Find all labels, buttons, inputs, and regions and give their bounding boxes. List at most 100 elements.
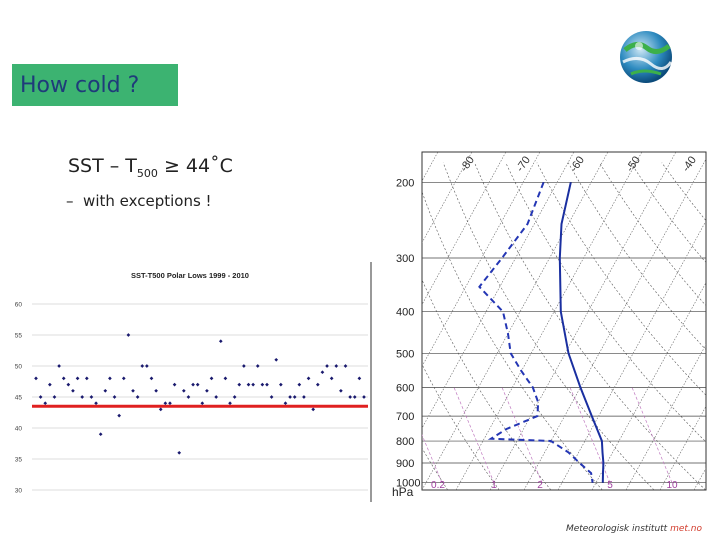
pressure-label: 700 xyxy=(396,411,414,423)
data-point xyxy=(61,376,66,381)
data-point xyxy=(195,382,200,387)
met-logo-icon xyxy=(620,31,673,83)
data-point xyxy=(158,407,163,412)
scatter-y-ticks: 30 35 40 45 50 55 60 xyxy=(15,302,23,495)
data-point xyxy=(172,382,177,387)
temperature-profile xyxy=(558,182,605,483)
dewpoint-profile xyxy=(478,181,594,483)
tephigram-pressure-unit: hPa xyxy=(392,485,414,499)
isotherm-label: -60 xyxy=(568,154,587,174)
mixing-ratio-line xyxy=(422,434,443,483)
mixing-ratio-label: 2 xyxy=(537,480,543,491)
bullet-sub: – with exceptions ! xyxy=(66,192,212,210)
data-point xyxy=(306,376,311,381)
data-point xyxy=(269,395,274,399)
data-point xyxy=(117,413,121,418)
isotherm-line xyxy=(557,220,706,490)
mixing-ratio-label: 1 xyxy=(491,480,497,491)
tephigram-isobars: 200 300 400 500 600 700 800 900 1000 xyxy=(396,177,706,490)
data-point xyxy=(279,382,283,387)
dry-adiabat-line xyxy=(505,162,706,443)
bullet-sub-text: with exceptions ! xyxy=(83,192,212,210)
data-point xyxy=(181,388,186,393)
data-point xyxy=(320,370,325,375)
pressure-label: 900 xyxy=(396,458,414,470)
data-point xyxy=(232,395,237,399)
data-point xyxy=(168,401,172,406)
isotherm-label: -80 xyxy=(458,154,477,174)
isotherm-label: -70 xyxy=(514,154,533,174)
data-point xyxy=(126,333,131,337)
scatter-chart-title: SST-T500 Polar Lows 1999 - 2010 xyxy=(131,271,249,280)
bullet-main-suffix: ≥ 44˚C xyxy=(157,155,233,177)
data-point xyxy=(121,376,126,381)
mixing-ratio-label: 10 xyxy=(666,480,678,491)
bullet-dash: – xyxy=(66,192,74,210)
data-point xyxy=(84,376,89,381)
data-point xyxy=(94,401,98,406)
scatter-points xyxy=(34,333,366,455)
y-tick-label: 40 xyxy=(15,426,23,433)
dry-adiabat-line xyxy=(422,447,448,490)
data-point xyxy=(131,388,135,393)
mixing-ratio-label: 0.2 xyxy=(431,480,445,491)
tephigram-adiabats xyxy=(388,162,706,490)
pressure-label: 300 xyxy=(396,253,414,265)
isotherm-label: -40 xyxy=(680,154,699,174)
footer-brand: met.no xyxy=(670,524,702,534)
isotherm-line xyxy=(422,152,609,490)
y-tick-label: 30 xyxy=(15,488,23,495)
pressure-label: 800 xyxy=(396,436,414,448)
data-point xyxy=(71,388,75,393)
data-point xyxy=(251,382,255,387)
data-point xyxy=(297,382,302,387)
isotherm-line xyxy=(422,152,473,244)
dry-adiabat-line xyxy=(536,162,706,396)
dry-adiabat-line xyxy=(442,162,655,490)
dry-adiabat-line xyxy=(422,190,603,490)
data-point xyxy=(334,364,339,368)
isotherm-line xyxy=(489,152,677,490)
bullet-main-subscript: 500 xyxy=(136,166,158,180)
scatter-chart: SST-T500 Polar Lows 1999 - 2010 30 35 40 45… xyxy=(15,262,372,502)
data-point xyxy=(52,395,57,399)
data-point xyxy=(288,395,292,399)
data-point xyxy=(218,339,223,344)
mixing-ratio-line xyxy=(453,387,495,483)
data-point xyxy=(237,382,242,387)
data-point xyxy=(103,388,108,393)
data-point xyxy=(66,382,71,387)
isotherm-line xyxy=(422,152,507,306)
data-point xyxy=(43,401,48,406)
mixing-ratio-line xyxy=(501,387,543,483)
y-tick-label: 45 xyxy=(15,395,23,402)
data-point xyxy=(292,395,297,399)
data-point xyxy=(329,376,334,381)
isotherm-label: -50 xyxy=(624,154,643,174)
pressure-label: 600 xyxy=(396,382,414,394)
data-point xyxy=(38,395,43,399)
pressure-label: 200 xyxy=(396,177,414,189)
dry-adiabat-line xyxy=(599,162,706,307)
y-tick-label: 50 xyxy=(15,364,23,371)
data-point xyxy=(302,395,306,399)
data-point xyxy=(89,395,94,399)
dry-adiabat-line xyxy=(474,162,706,490)
data-point xyxy=(209,376,214,381)
mixing-ratio-label: 5 xyxy=(607,480,613,491)
data-point xyxy=(223,376,228,381)
data-point xyxy=(163,401,168,406)
data-point xyxy=(315,382,320,387)
slide-title-box: How cold ? xyxy=(12,64,178,106)
isotherm-line xyxy=(422,152,541,367)
isotherm-line xyxy=(591,282,706,490)
data-point xyxy=(135,395,140,399)
pressure-label: 1000 xyxy=(396,478,420,490)
data-point xyxy=(311,407,316,412)
data-point xyxy=(108,376,112,381)
data-point xyxy=(98,432,103,437)
dry-adiabat-line xyxy=(388,163,396,490)
data-point xyxy=(112,395,117,399)
pressure-label: 500 xyxy=(396,348,414,360)
isotherm-line xyxy=(523,158,706,490)
